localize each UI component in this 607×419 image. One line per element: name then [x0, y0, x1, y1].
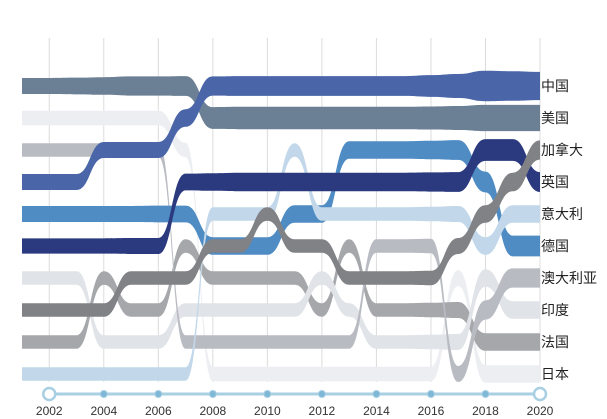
x-tick-label: 2006 [145, 404, 172, 418]
x-tick-label: 2012 [309, 404, 336, 418]
x-tick-label: 2010 [254, 404, 281, 418]
band-中国 [22, 70, 540, 190]
series-label: 英国 [541, 174, 569, 191]
series-label: 德国 [541, 239, 569, 255]
timeline-dot[interactable] [263, 390, 272, 398]
x-tick-label: 2004 [90, 404, 117, 418]
timeline-handle[interactable] [42, 386, 57, 402]
series-bands [22, 70, 540, 383]
x-tick-label: 2016 [418, 404, 445, 418]
x-tick-label: 2002 [36, 404, 63, 418]
series-label: 美国 [541, 111, 569, 127]
series-label: 澳大利亚 [541, 271, 597, 287]
timeline-dot[interactable] [208, 390, 217, 398]
band-印度 [22, 269, 540, 350]
x-axis-tick-labels: 2002 2004 2006 2008 2010 2012 2014 2016 2018 2020 [36, 404, 554, 418]
series-label: 印度 [541, 303, 569, 319]
x-tick-label: 2020 [527, 404, 554, 418]
timeline-dot[interactable] [481, 390, 490, 398]
x-tick-label: 2018 [472, 404, 499, 418]
timeline-slider[interactable] [42, 386, 548, 402]
timeline-dot[interactable] [154, 390, 163, 398]
timeline-handle[interactable] [532, 386, 548, 402]
series-label: 中国 [541, 79, 569, 95]
series-label: 日本 [541, 367, 569, 383]
series-label: 法国 [541, 335, 569, 351]
timeline-dot[interactable] [99, 390, 108, 398]
timeline-dot[interactable] [372, 390, 381, 398]
x-tick-label: 2008 [199, 404, 226, 418]
band-加拿大 [22, 140, 540, 317]
band-法国 [22, 239, 540, 351]
band-美国 [22, 76, 540, 132]
timeline-dot[interactable] [426, 390, 435, 398]
series-label: 加拿大 [541, 142, 583, 159]
band-英国 [22, 139, 540, 254]
series-label: 意大利 [541, 206, 583, 223]
x-tick-label: 2014 [363, 404, 390, 418]
timeline-dot[interactable] [317, 390, 326, 398]
